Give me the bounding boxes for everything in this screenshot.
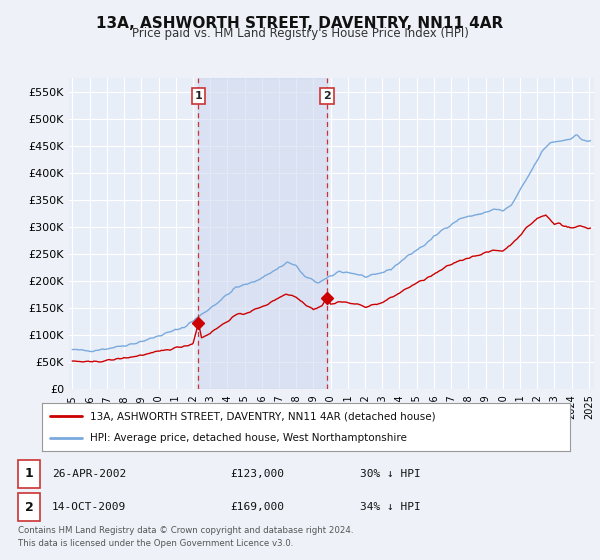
- Bar: [18, 460, 40, 488]
- Text: Contains HM Land Registry data © Crown copyright and database right 2024.
This d: Contains HM Land Registry data © Crown c…: [18, 526, 353, 548]
- Text: 1: 1: [194, 91, 202, 101]
- Text: 14-OCT-2009: 14-OCT-2009: [52, 502, 126, 512]
- Text: £169,000: £169,000: [230, 502, 284, 512]
- Text: 2: 2: [25, 501, 34, 514]
- Bar: [199, 78, 327, 389]
- Text: 26-APR-2002: 26-APR-2002: [52, 469, 126, 479]
- Text: 34% ↓ HPI: 34% ↓ HPI: [360, 502, 421, 512]
- Text: HPI: Average price, detached house, West Northamptonshire: HPI: Average price, detached house, West…: [89, 433, 406, 443]
- Text: Price paid vs. HM Land Registry's House Price Index (HPI): Price paid vs. HM Land Registry's House …: [131, 27, 469, 40]
- Text: £123,000: £123,000: [230, 469, 284, 479]
- Text: 1: 1: [25, 468, 34, 480]
- Text: 13A, ASHWORTH STREET, DAVENTRY, NN11 4AR (detached house): 13A, ASHWORTH STREET, DAVENTRY, NN11 4AR…: [89, 411, 435, 421]
- Text: 30% ↓ HPI: 30% ↓ HPI: [360, 469, 421, 479]
- Text: 2: 2: [323, 91, 331, 101]
- Bar: [18, 493, 40, 521]
- Text: 13A, ASHWORTH STREET, DAVENTRY, NN11 4AR: 13A, ASHWORTH STREET, DAVENTRY, NN11 4AR: [97, 16, 503, 31]
